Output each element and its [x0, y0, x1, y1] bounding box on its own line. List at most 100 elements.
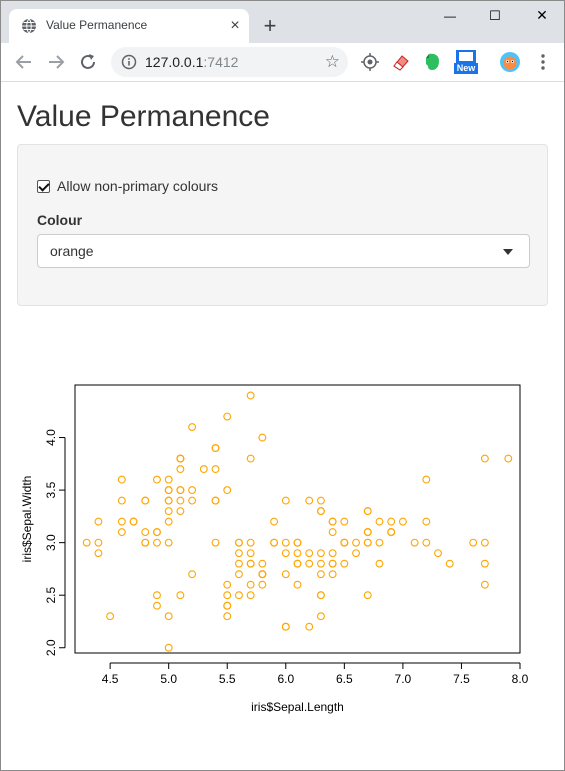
data-point: [234, 570, 243, 579]
data-point: [422, 538, 431, 547]
close-window-button[interactable]: ✕: [536, 7, 548, 23]
data-point: [328, 570, 337, 579]
data-point: [176, 486, 185, 495]
data-point: [281, 622, 290, 631]
data-point: [305, 549, 314, 558]
data-point: [164, 612, 173, 621]
data-point: [363, 528, 372, 537]
evernote-elephant-icon[interactable]: [422, 51, 444, 73]
data-point: [188, 570, 197, 579]
data-point: [188, 486, 197, 495]
allow-non-primary-checkbox[interactable]: [37, 179, 50, 193]
x-tick-label: 7.0: [395, 672, 412, 686]
address-bar[interactable]: 127.0.0.1:7412 ☆: [111, 47, 348, 77]
data-point: [129, 517, 138, 526]
data-point: [211, 538, 220, 547]
data-point: [153, 528, 161, 537]
data-point: [117, 496, 126, 505]
data-point: [340, 559, 349, 568]
data-point: [363, 538, 372, 547]
data-point: [281, 496, 290, 505]
data-point: [234, 591, 243, 600]
data-point: [258, 580, 267, 589]
data-point: [188, 423, 197, 431]
data-point: [480, 454, 489, 463]
data-point: [199, 465, 208, 474]
data-point: [164, 517, 173, 526]
data-point: [398, 517, 407, 526]
data-point: [153, 475, 161, 484]
location-target-icon[interactable]: [359, 51, 381, 73]
profile-avatar-icon[interactable]: [499, 51, 521, 73]
data-point: [164, 538, 173, 547]
data-point: [106, 612, 115, 621]
data-point: [352, 538, 361, 547]
data-point: [153, 538, 161, 547]
maximize-button[interactable]: ☐: [489, 8, 501, 23]
forward-arrow-icon[interactable]: [45, 51, 67, 73]
data-point: [246, 538, 255, 547]
new-extension-icon[interactable]: New: [453, 49, 479, 75]
tab-close-icon[interactable]: ×: [230, 17, 240, 34]
data-point: [328, 559, 337, 568]
data-point: [480, 559, 489, 568]
data-point: [223, 412, 232, 421]
y-tick-label: 2.5: [44, 587, 58, 604]
back-arrow-icon[interactable]: [13, 51, 35, 73]
data-point: [223, 486, 232, 495]
globe-icon: [22, 18, 36, 34]
data-point: [469, 538, 478, 547]
data-point: [153, 601, 161, 610]
new-tab-button[interactable]: +: [263, 13, 277, 38]
data-point: [281, 538, 290, 547]
data-point: [246, 549, 255, 558]
info-icon[interactable]: [121, 54, 137, 70]
allow-non-primary-checkbox-row[interactable]: Allow non-primary colours: [37, 178, 218, 194]
data-point: [211, 444, 220, 453]
x-tick-label: 5.0: [160, 672, 177, 686]
data-point: [164, 643, 173, 652]
data-point: [375, 559, 384, 568]
data-point: [164, 486, 173, 495]
data-point: [305, 496, 314, 505]
y-tick-label: 4.0: [44, 429, 58, 446]
reload-icon[interactable]: [77, 51, 99, 73]
data-point: [82, 538, 91, 547]
x-tick-label: 7.5: [453, 672, 470, 686]
colour-select[interactable]: orange: [37, 234, 530, 268]
x-tick-label: 6.0: [277, 672, 294, 686]
data-point: [176, 465, 185, 474]
data-point: [176, 591, 185, 600]
data-point: [316, 612, 325, 621]
data-point: [246, 559, 255, 568]
data-point: [434, 549, 442, 558]
data-point: [293, 549, 302, 558]
url-text: 127.0.0.1:7412: [145, 54, 238, 70]
minimize-button[interactable]: —: [444, 9, 456, 23]
data-point: [328, 517, 337, 526]
data-point: [141, 538, 150, 547]
data-point: [176, 507, 185, 516]
data-point: [234, 559, 243, 568]
x-tick-label: 8.0: [512, 672, 529, 686]
data-point: [246, 580, 255, 589]
url-port: :7412: [203, 54, 239, 70]
more-menu-icon[interactable]: [532, 51, 554, 73]
checkbox-label: Allow non-primary colours: [57, 178, 219, 194]
x-axis-title: iris$Sepal.Length: [251, 700, 344, 714]
data-point: [117, 475, 126, 484]
browser-tab[interactable]: Value Permanence ×: [9, 9, 249, 43]
data-point: [234, 538, 243, 547]
bookmark-star-icon[interactable]: ☆: [324, 52, 340, 71]
data-point: [223, 612, 232, 621]
colour-select-value: orange: [50, 243, 94, 259]
data-point: [117, 517, 126, 526]
tab-title: Value Permanence: [46, 18, 148, 32]
data-point: [117, 528, 126, 537]
data-point: [211, 496, 220, 505]
eraser-extension-icon[interactable]: [390, 51, 412, 73]
data-point: [328, 528, 337, 537]
page-content: Value Permanence Allow non-primary colou…: [1, 82, 564, 770]
data-point: [234, 549, 243, 558]
